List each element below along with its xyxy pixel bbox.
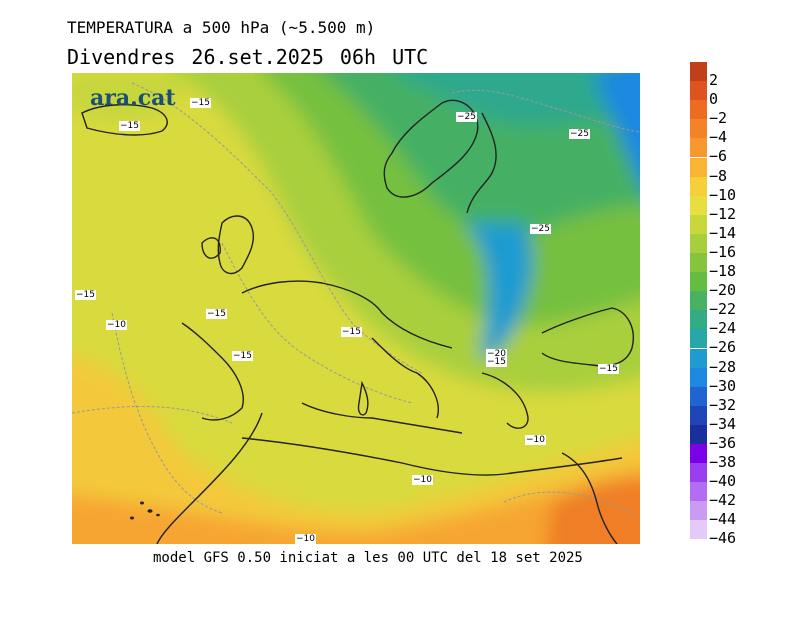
legend-swatch bbox=[690, 62, 707, 81]
legend-swatch bbox=[690, 100, 707, 120]
legend-swatch bbox=[690, 233, 707, 253]
legend-label: −16 bbox=[709, 242, 737, 261]
legend-swatch bbox=[690, 195, 707, 215]
contour-label: −25 bbox=[456, 112, 477, 122]
contour-label: −15 bbox=[190, 98, 211, 108]
contour-label: −15 bbox=[119, 121, 140, 131]
legend-label: −38 bbox=[709, 453, 737, 471]
contour-label: −15 bbox=[232, 351, 253, 361]
legend-label: −28 bbox=[709, 357, 737, 376]
contour-label: −15 bbox=[75, 290, 96, 300]
legend-swatch bbox=[690, 138, 707, 158]
contour-label: −20 bbox=[486, 349, 507, 359]
legend-swatch bbox=[690, 157, 707, 177]
contour-label: −15 bbox=[206, 309, 227, 319]
legend-swatch bbox=[690, 405, 707, 425]
legend-label: −14 bbox=[709, 223, 737, 242]
legend-label: −6 bbox=[709, 147, 728, 166]
legend-swatch bbox=[690, 329, 707, 349]
legend-label: −8 bbox=[709, 166, 728, 185]
legend-label: −4 bbox=[709, 128, 728, 147]
legend-label: −24 bbox=[709, 319, 737, 338]
legend-swatch bbox=[690, 119, 707, 139]
legend-label: 0 bbox=[709, 90, 719, 109]
legend-label: −46 bbox=[709, 529, 737, 548]
contour-label: −15 bbox=[341, 327, 362, 337]
map-subtitle-date: Divendres 26.set.2025 06h UTC bbox=[67, 45, 429, 69]
legend-label: −2 bbox=[709, 109, 728, 128]
contour-label: −10 bbox=[412, 475, 433, 485]
legend-label: −40 bbox=[709, 472, 737, 491]
legend-swatch bbox=[690, 272, 707, 292]
legend-swatch bbox=[690, 310, 707, 330]
legend-label: −20 bbox=[709, 281, 737, 300]
contour-label: −10 bbox=[106, 320, 127, 330]
contour-label: −10 bbox=[295, 534, 316, 544]
legend-swatch bbox=[690, 253, 707, 272]
model-info-footer: model GFS 0.50 iniciat a les 00 UTC del … bbox=[153, 550, 583, 566]
legend-label: −30 bbox=[709, 376, 737, 395]
legend-swatch bbox=[690, 520, 707, 540]
legend-label: −34 bbox=[709, 414, 737, 433]
legend-label: −18 bbox=[709, 262, 737, 280]
contour-label: −25 bbox=[530, 224, 551, 234]
contour-label: −25 bbox=[569, 129, 590, 139]
map-title: TEMPERATURA a 500 hPa (~5.500 m) bbox=[67, 18, 376, 37]
legend-label: −26 bbox=[709, 338, 737, 357]
legend-label: −44 bbox=[709, 510, 737, 529]
legend-label: −42 bbox=[709, 491, 737, 510]
legend-swatch bbox=[690, 291, 707, 311]
legend-label: −22 bbox=[709, 300, 737, 319]
legend-swatch bbox=[690, 386, 707, 406]
temperature-field bbox=[72, 73, 640, 544]
legend-swatch bbox=[690, 444, 707, 463]
legend-label: −36 bbox=[709, 433, 737, 452]
legend-label: −12 bbox=[709, 204, 737, 223]
legend-label: −10 bbox=[709, 185, 737, 204]
legend-swatch bbox=[690, 501, 707, 521]
legend-swatch bbox=[690, 463, 707, 483]
legend-label: 2 bbox=[709, 71, 719, 89]
legend-swatch bbox=[690, 348, 707, 368]
legend-swatch bbox=[690, 176, 707, 196]
legend-label: −32 bbox=[709, 395, 737, 414]
legend-swatch bbox=[690, 81, 707, 101]
temperature-map: ara.cat −15 −15 −25 −25 −25 −15 −10 −15 … bbox=[72, 73, 640, 544]
legend-swatch bbox=[690, 424, 707, 444]
legend-swatch bbox=[690, 214, 707, 234]
legend-swatch bbox=[690, 367, 707, 387]
contour-label: −15 bbox=[598, 364, 619, 374]
ara-cat-logo: ara.cat bbox=[90, 85, 176, 111]
contour-label: −10 bbox=[525, 435, 546, 445]
contour-label: −15 bbox=[486, 357, 507, 367]
legend-swatch bbox=[690, 482, 707, 502]
